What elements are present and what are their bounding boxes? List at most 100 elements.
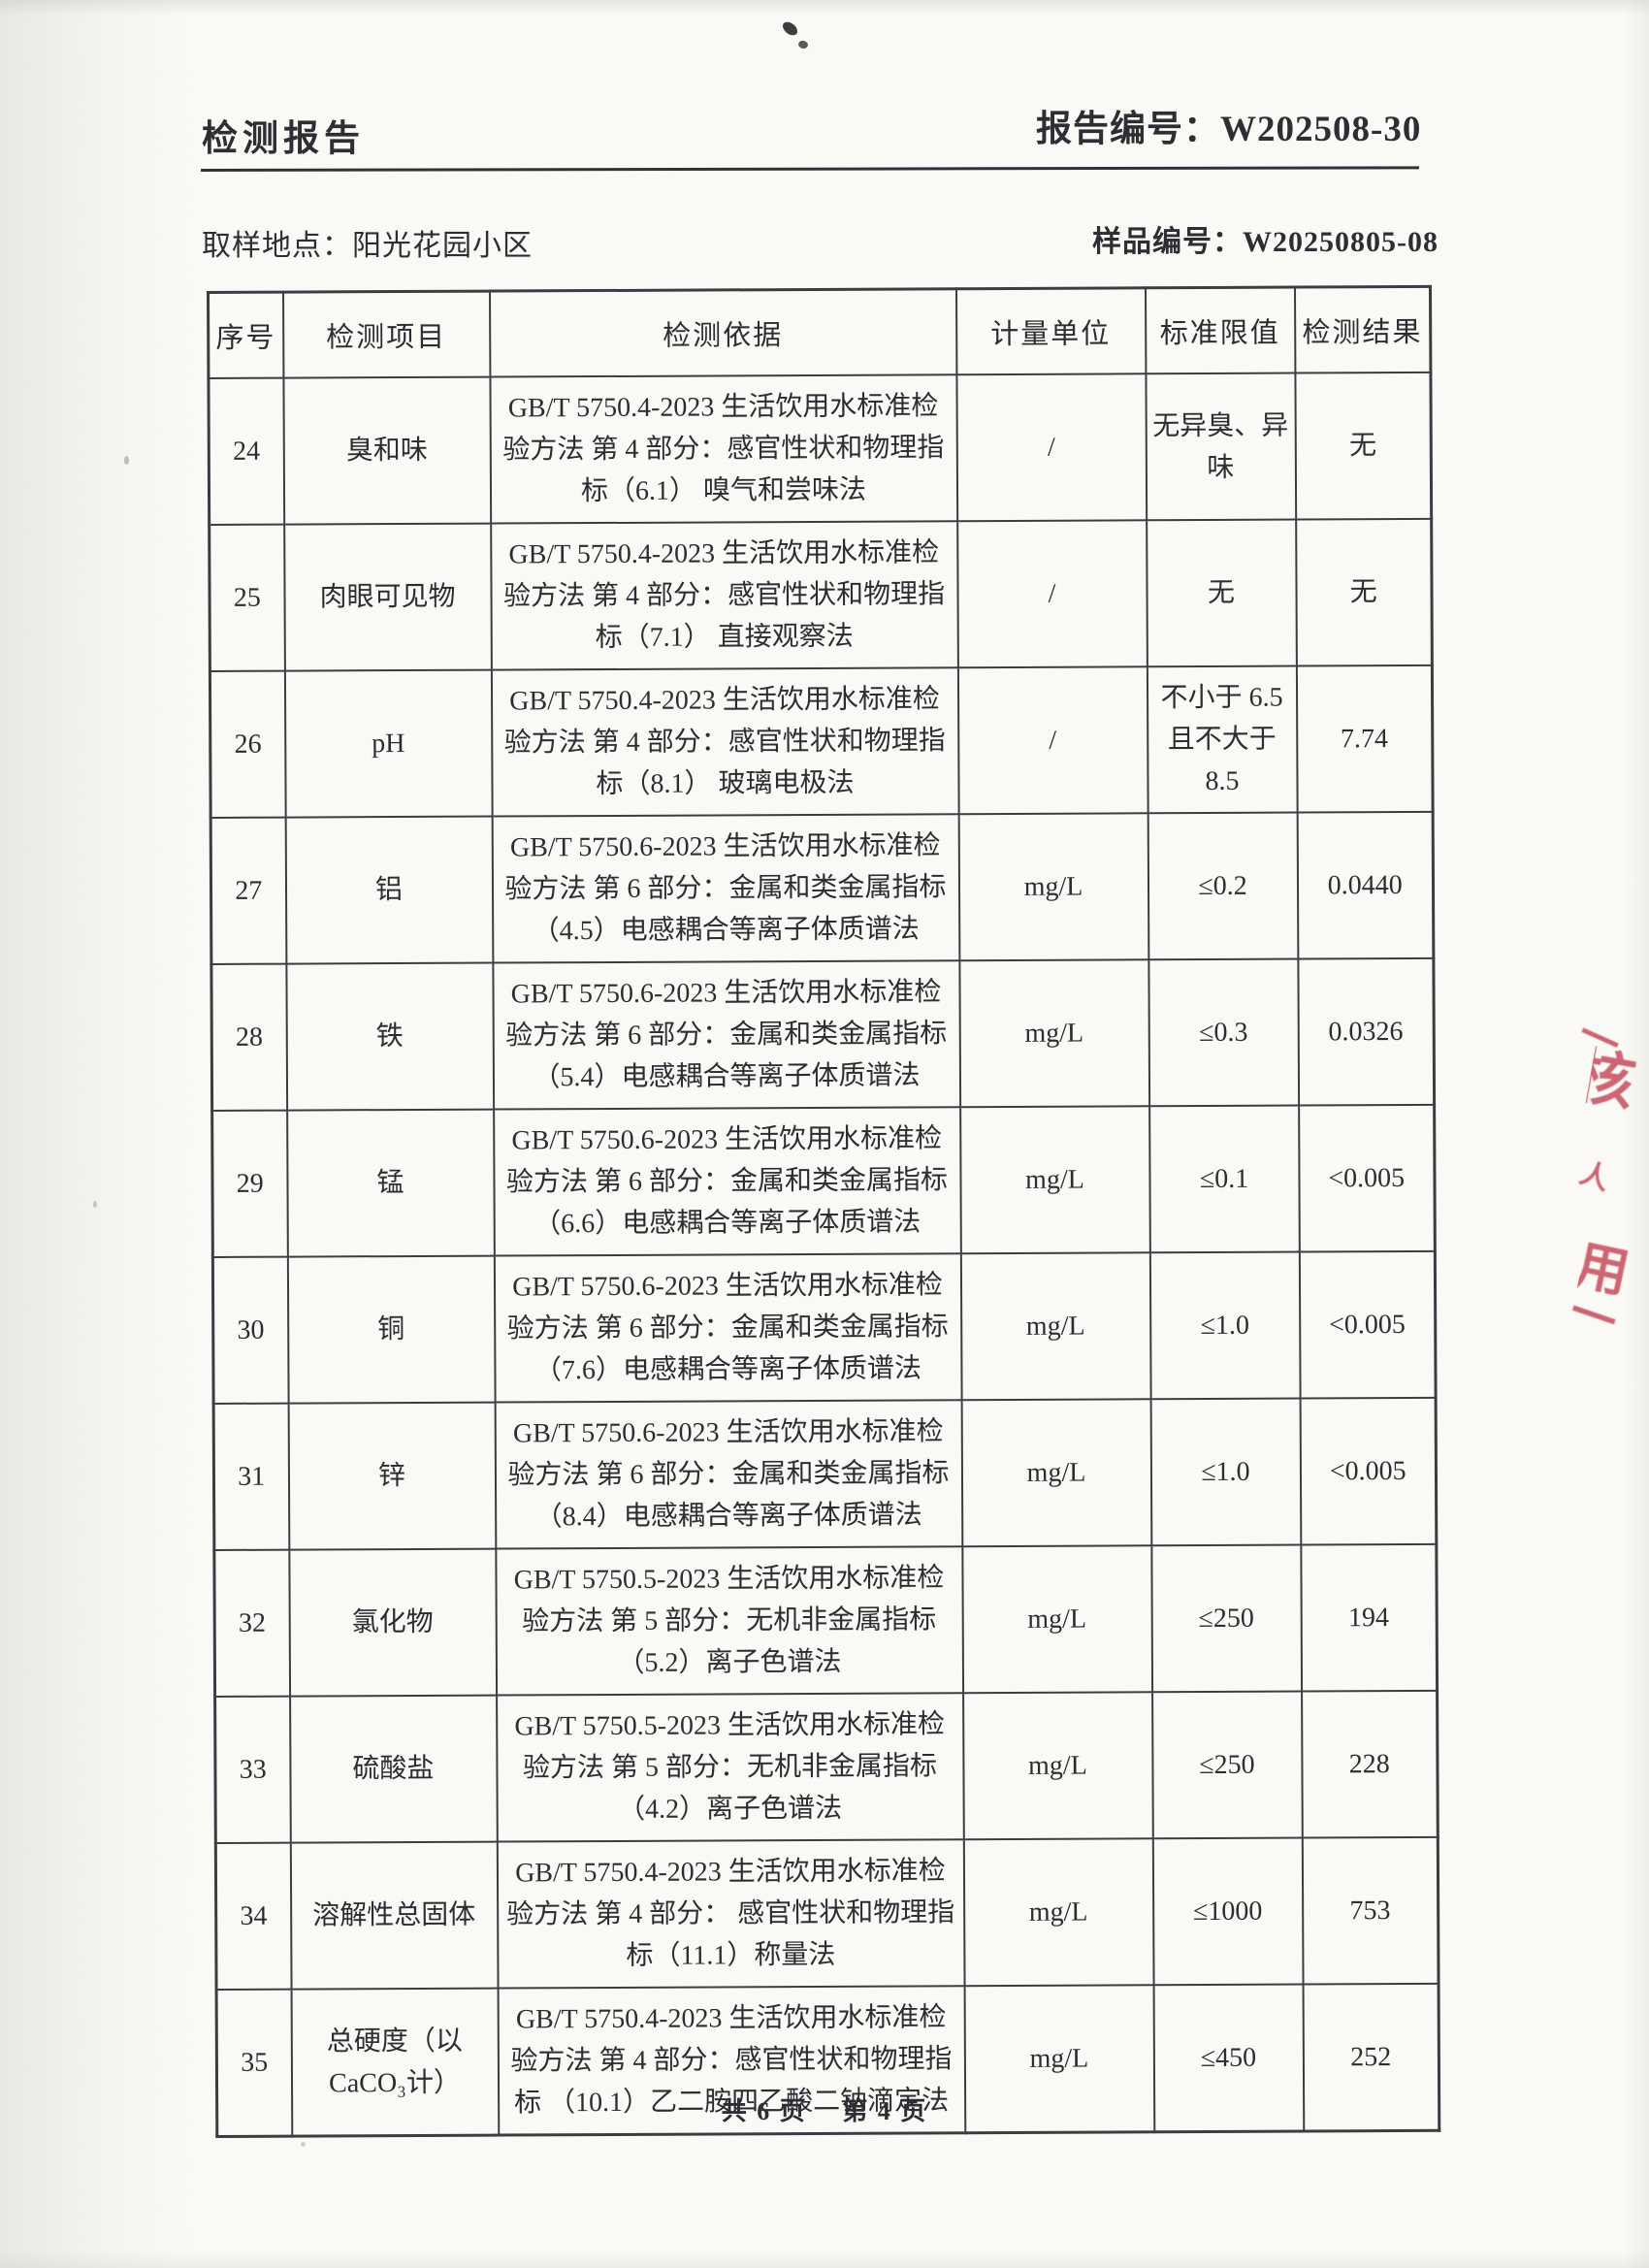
scan-speck: [797, 39, 809, 50]
unit-cell: mg/L: [960, 1252, 1151, 1401]
test-item-cell: 臭和味: [282, 376, 491, 525]
row-number-cell: 26: [210, 670, 286, 818]
result-cell: 7.74: [1296, 664, 1434, 813]
header-unit: 计量单位: [955, 287, 1146, 375]
limit-cell: 无: [1146, 519, 1297, 667]
scan-edge-shade-top: [0, 0, 1649, 16]
test-item-cell: 氯化物: [288, 1548, 497, 1697]
row-number-cell: 30: [212, 1256, 289, 1404]
table-row: 28 铁 GB/T 5750.6-2023 生活饮用水标准检验方法 第 6 部分：金…: [210, 957, 1435, 1111]
scan-edge-shade-left: [0, 0, 194, 2268]
header-item: 检测项目: [282, 291, 490, 378]
result-cell: <0.005: [1298, 1104, 1436, 1252]
sample-number: 样品编号：W20250805-08: [1092, 226, 1439, 258]
test-basis-cell: GB/T 5750.6-2023 生活饮用水标准检验方法 第 6 部分：金属和类…: [493, 1107, 961, 1256]
row-number-cell: 33: [214, 1696, 291, 1843]
row-number-cell: 32: [213, 1549, 290, 1697]
test-item-cell: 肉眼可见物: [283, 523, 492, 671]
limit-cell: ≤250: [1150, 1544, 1302, 1693]
unit-cell: /: [957, 666, 1148, 815]
result-cell: 0.0440: [1297, 811, 1434, 959]
header-row: 序号 检测项目 检测依据 计量单位 标准限值 检测结果: [208, 286, 1431, 378]
unit-cell: mg/L: [959, 1106, 1150, 1254]
page-footer: 共 6 页 第 4 页: [0, 2091, 1649, 2127]
table-row: 29 锰 GB/T 5750.6-2023 生活饮用水标准检验方法 第 6 部分：金…: [211, 1104, 1436, 1257]
scan-speck: [93, 1201, 97, 1208]
results-table: 序号 检测项目 检测依据 计量单位 标准限值 检测结果 24 臭和味 GB/T 57…: [207, 284, 1441, 2138]
unit-cell: mg/L: [958, 813, 1148, 961]
limit-cell: 无异臭、异味: [1145, 373, 1296, 521]
scan-speck: [124, 456, 129, 465]
row-number-cell: 31: [213, 1403, 289, 1550]
limit-cell: ≤250: [1151, 1691, 1303, 1839]
scan-speck: [301, 2142, 306, 2147]
test-item-cell: 溶解性总固体: [290, 1841, 499, 1990]
test-basis-cell: GB/T 5750.4-2023 生活饮用水标准检验方法 第 4 部分： 感官性…: [497, 1839, 965, 1989]
result-cell: 无: [1295, 518, 1433, 666]
test-basis-cell: GB/T 5750.4-2023 生活饮用水标准检验方法 第 4 部分：感官性状…: [491, 667, 959, 817]
result-cell: 0.0326: [1297, 957, 1435, 1106]
row-number-cell: 24: [208, 377, 284, 525]
header-limit: 标准限值: [1145, 287, 1295, 374]
row-number-cell: 34: [215, 1842, 292, 1990]
limit-cell: ≤0.3: [1148, 958, 1299, 1107]
test-basis-cell: GB/T 5750.6-2023 生活饮用水标准检验方法 第 6 部分：金属和类…: [494, 1253, 962, 1403]
test-basis-cell: GB/T 5750.6-2023 生活饮用水标准检验方法 第 6 部分：金属和类…: [495, 1400, 962, 1549]
row-number-cell: 25: [209, 524, 285, 671]
result-cell: <0.005: [1300, 1397, 1437, 1545]
scan-edge-shade-bottom: [0, 2251, 1649, 2268]
table-row: 33 硫酸盐 GB/T 5750.5-2023 生活饮用水标准检验方法 第 5 部分…: [214, 1690, 1439, 1843]
test-item-cell: 铁: [285, 962, 494, 1111]
table-row: 26 pH GB/T 5750.4-2023 生活饮用水标准检验方法 第 4 部分：…: [210, 664, 1434, 818]
header-result: 检测结果: [1294, 286, 1431, 373]
results-table-header: 序号 检测项目 检测依据 计量单位 标准限值 检测结果: [208, 286, 1431, 378]
test-item-cell: 锰: [286, 1109, 495, 1257]
stamp-glyph: 人: [1575, 1157, 1614, 1197]
table-row: 30 铜 GB/T 5750.6-2023 生活饮用水标准检验方法 第 6 部分：金…: [212, 1250, 1437, 1404]
test-basis-cell: GB/T 5750.5-2023 生活饮用水标准检验方法 第 5 部分：无机非金…: [495, 1546, 963, 1696]
table-row: 27 铝 GB/T 5750.6-2023 生活饮用水标准检验方法 第 6 部分：金…: [210, 811, 1434, 964]
test-basis-cell: GB/T 5750.6-2023 生活饮用水标准检验方法 第 6 部分：金属和类…: [492, 814, 959, 963]
unit-cell: /: [956, 520, 1148, 668]
limit-cell: ≤0.1: [1148, 1105, 1300, 1253]
unit-cell: mg/L: [961, 1545, 1152, 1694]
test-item-cell: pH: [284, 669, 493, 818]
unit-cell: mg/L: [958, 959, 1149, 1108]
result-cell: 228: [1301, 1690, 1439, 1838]
sampling-location: 取样地点：阳光花园小区: [202, 230, 533, 262]
result-cell: 194: [1300, 1543, 1438, 1692]
limit-cell: ≤1.0: [1149, 1251, 1301, 1400]
row-number-cell: 29: [211, 1110, 288, 1257]
unit-cell: mg/L: [963, 1838, 1154, 1987]
scan-speck: [780, 18, 800, 39]
test-item-cell: 硫酸盐: [289, 1695, 498, 1843]
test-basis-cell: GB/T 5750.6-2023 生活饮用水标准检验方法 第 6 部分：金属和类…: [492, 960, 960, 1110]
row-number-cell: 27: [210, 817, 286, 964]
results-table-body: 24 臭和味 GB/T 5750.4-2023 生活饮用水标准检验方法 第 4 部分…: [208, 372, 1439, 2137]
report-number: 报告编号：W202508-30: [1036, 110, 1422, 149]
test-item-cell: 铜: [287, 1255, 496, 1404]
row-number-cell: 28: [210, 963, 287, 1111]
table-row: 25 肉眼可见物 GB/T 5750.4-2023 生活饮用水标准检验方法 第 4 …: [209, 518, 1433, 671]
test-basis-cell: GB/T 5750.4-2023 生活饮用水标准检验方法 第 4 部分：感官性状…: [490, 521, 958, 670]
footer-total-pages: 共 6 页: [721, 2097, 807, 2125]
scan-edge-shade-right: [1624, 0, 1649, 2268]
header-basis: 检测依据: [489, 288, 956, 377]
result-cell: 无: [1294, 372, 1432, 520]
table-row: 32 氯化物 GB/T 5750.5-2023 生活饮用水标准检验方法 第 5 部分…: [213, 1543, 1438, 1697]
unit-cell: mg/L: [962, 1692, 1153, 1840]
table-row: 24 臭和味 GB/T 5750.4-2023 生活饮用水标准检验方法 第 4 部分…: [208, 372, 1432, 525]
header-rule: [201, 166, 1420, 172]
test-item-cell: 铝: [285, 816, 493, 964]
limit-cell: ≤1000: [1152, 1837, 1304, 1986]
test-item-cell: 锌: [288, 1402, 496, 1550]
footer-current-page: 第 4 页: [842, 2097, 928, 2125]
table-row: 31 锌 GB/T 5750.6-2023 生活饮用水标准检验方法 第 6 部分：金…: [213, 1397, 1437, 1550]
test-basis-cell: GB/T 5750.4-2023 生活饮用水标准检验方法 第 4 部分：感官性状…: [489, 374, 957, 524]
table-row: 34 溶解性总固体 GB/T 5750.4-2023 生活饮用水标准检验方法 第 4…: [215, 1836, 1439, 1990]
stamp-stroke: 一: [1562, 1285, 1624, 1350]
unit-cell: mg/L: [961, 1399, 1151, 1547]
unit-cell: /: [955, 373, 1147, 522]
result-cell: <0.005: [1299, 1250, 1437, 1399]
